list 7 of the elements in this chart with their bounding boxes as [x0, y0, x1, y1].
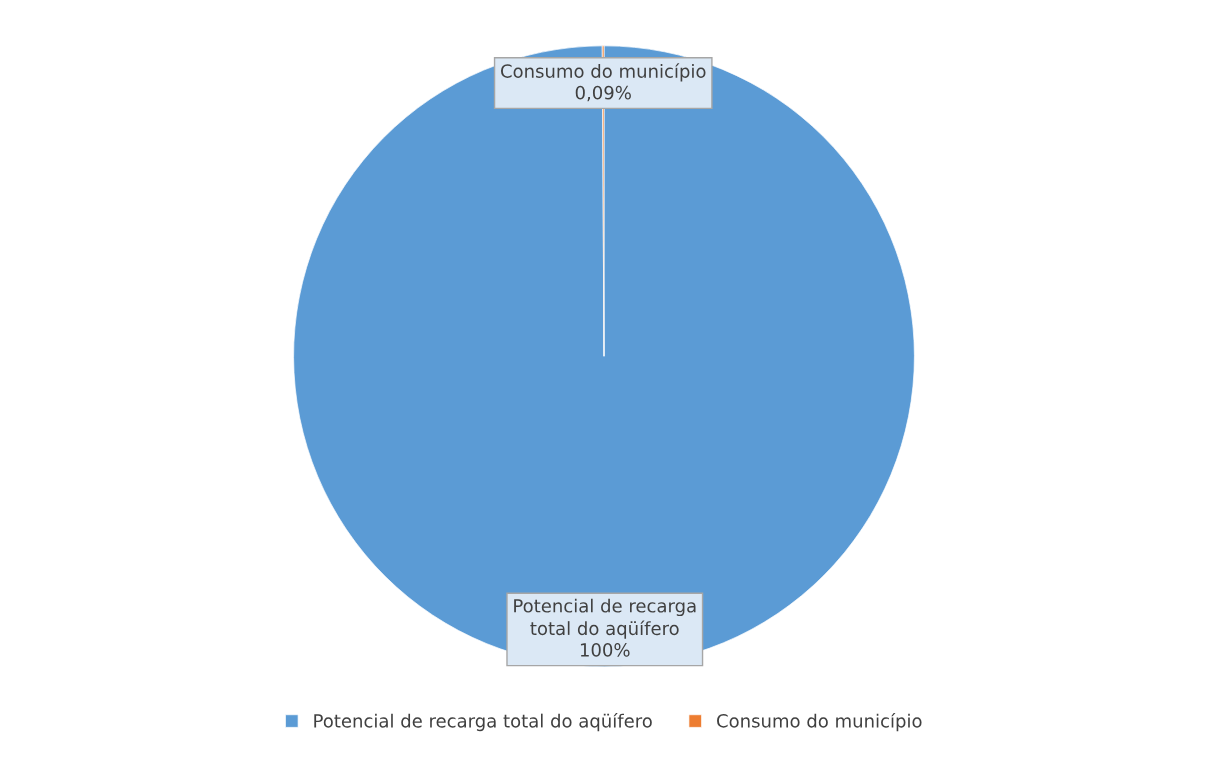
slice-label: Potencial de recarga total do aqüífero	[514, 598, 696, 639]
data-label: 100%	[580, 643, 630, 657]
pie-slice	[293, 45, 915, 668]
data-label: 0,09%	[575, 85, 631, 102]
legend-label: Potencial de recarga total do aqüífero	[314, 712, 652, 732]
slice-label: Consumo do município	[500, 63, 706, 82]
legend-label: Consumo do município	[717, 712, 922, 732]
